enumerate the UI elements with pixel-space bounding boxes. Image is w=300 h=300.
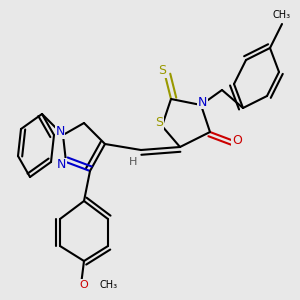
Text: O: O [80,280,88,290]
Text: S: S [158,64,166,77]
Text: CH₃: CH₃ [273,10,291,20]
Text: S: S [155,116,163,130]
Text: O: O [232,134,242,148]
Text: N: N [55,125,65,139]
Text: N: N [57,158,66,172]
Text: N: N [198,95,207,109]
Text: H: H [129,157,138,167]
Text: CH₃: CH₃ [99,280,117,290]
